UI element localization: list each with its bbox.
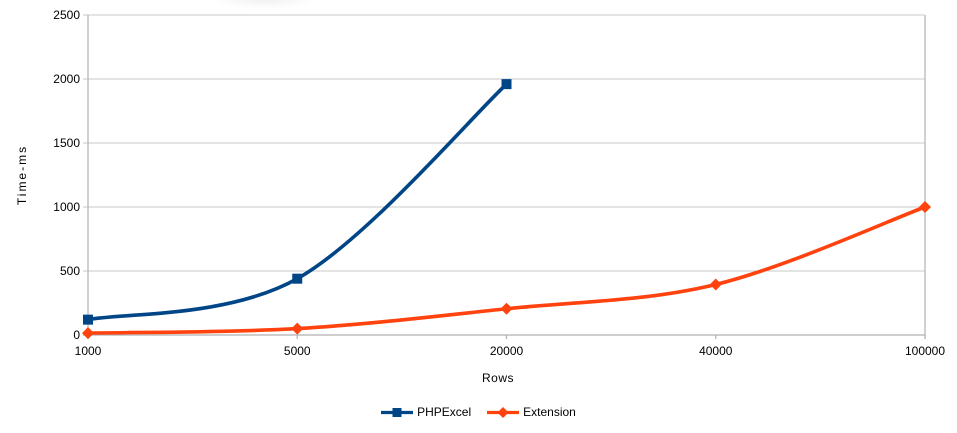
square-marker-phpexcel (501, 79, 512, 90)
legend-label-phpexcel: PHPExcel (417, 405, 472, 419)
diamond-marker-extension (709, 278, 722, 291)
legend-item-phpexcel: PHPExcel (381, 405, 471, 419)
x-tick-label-100000: 100000 (904, 344, 946, 358)
x-tick-label-1000: 1000 (74, 344, 102, 358)
legend: PHPExcel Extension (0, 405, 957, 419)
y-tick-label-500: 500 (59, 264, 80, 278)
x-axis-title: Rows (481, 371, 514, 385)
square-marker-phpexcel (292, 273, 303, 284)
diamond-marker-extension (500, 302, 513, 315)
diamond-marker-extension (919, 201, 931, 213)
y-tick-label-2500: 2500 (53, 8, 80, 22)
legend-diamond-marker-icon (487, 406, 520, 418)
y-tick-label-0: 0 (73, 328, 80, 342)
x-tick-label-40000: 40000 (699, 344, 733, 358)
series-line-phpexcel (87, 82, 508, 322)
y-tick-label-1000: 1000 (53, 200, 80, 214)
diamond-marker-extension (82, 327, 94, 340)
y-tick-label-1500: 1500 (53, 136, 80, 150)
y-tick-label-2000: 2000 (53, 72, 80, 86)
x-tick-label-20000: 20000 (489, 344, 524, 358)
diamond-marker-extension (291, 322, 304, 335)
legend-label-extension: Extension (523, 405, 576, 419)
square-marker-phpexcel (83, 314, 93, 325)
y-axis-title: Time-ms (15, 144, 29, 206)
legend-item-extension: Extension (487, 405, 576, 419)
legend-square-marker-icon (381, 407, 414, 417)
x-tick-label-5000: 5000 (283, 344, 311, 358)
